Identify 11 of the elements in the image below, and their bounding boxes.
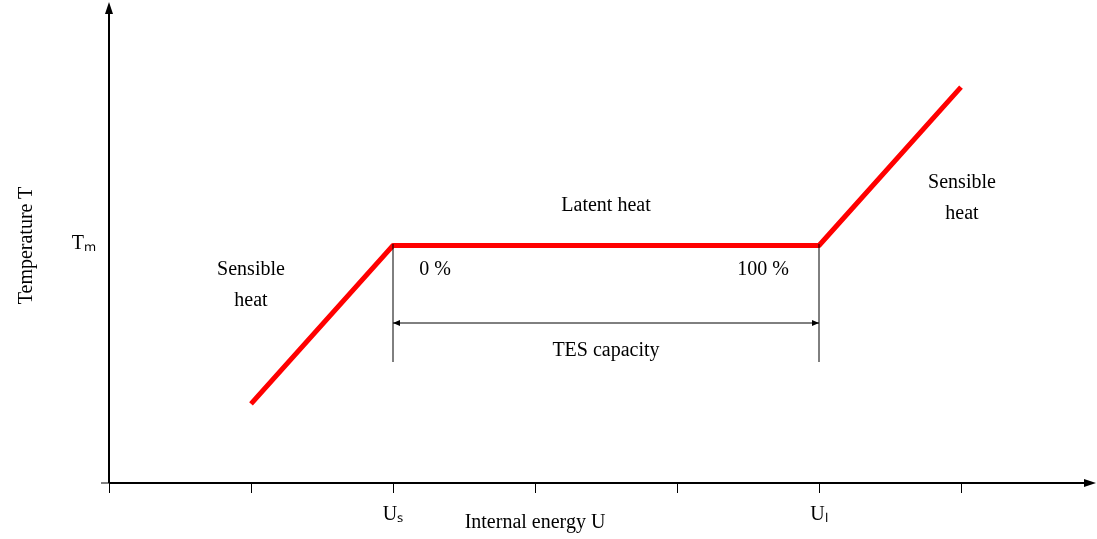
annotation: Sensible heat: [217, 256, 286, 310]
annotation: 100 %: [737, 257, 789, 280]
x-axis-title: Internal energy U: [464, 510, 606, 534]
annotation: Sensible heat: [928, 169, 997, 223]
text: Tₘ: [71, 231, 96, 254]
annotation: TES capacity: [552, 338, 660, 362]
x-tick-label: Uₛ: [382, 502, 404, 525]
annotation: Latent heat: [561, 193, 652, 216]
annotation: 0 %: [419, 257, 451, 280]
y-axis-title: Temperature T: [14, 186, 38, 305]
x-tick-label: Uₗ: [810, 502, 828, 525]
